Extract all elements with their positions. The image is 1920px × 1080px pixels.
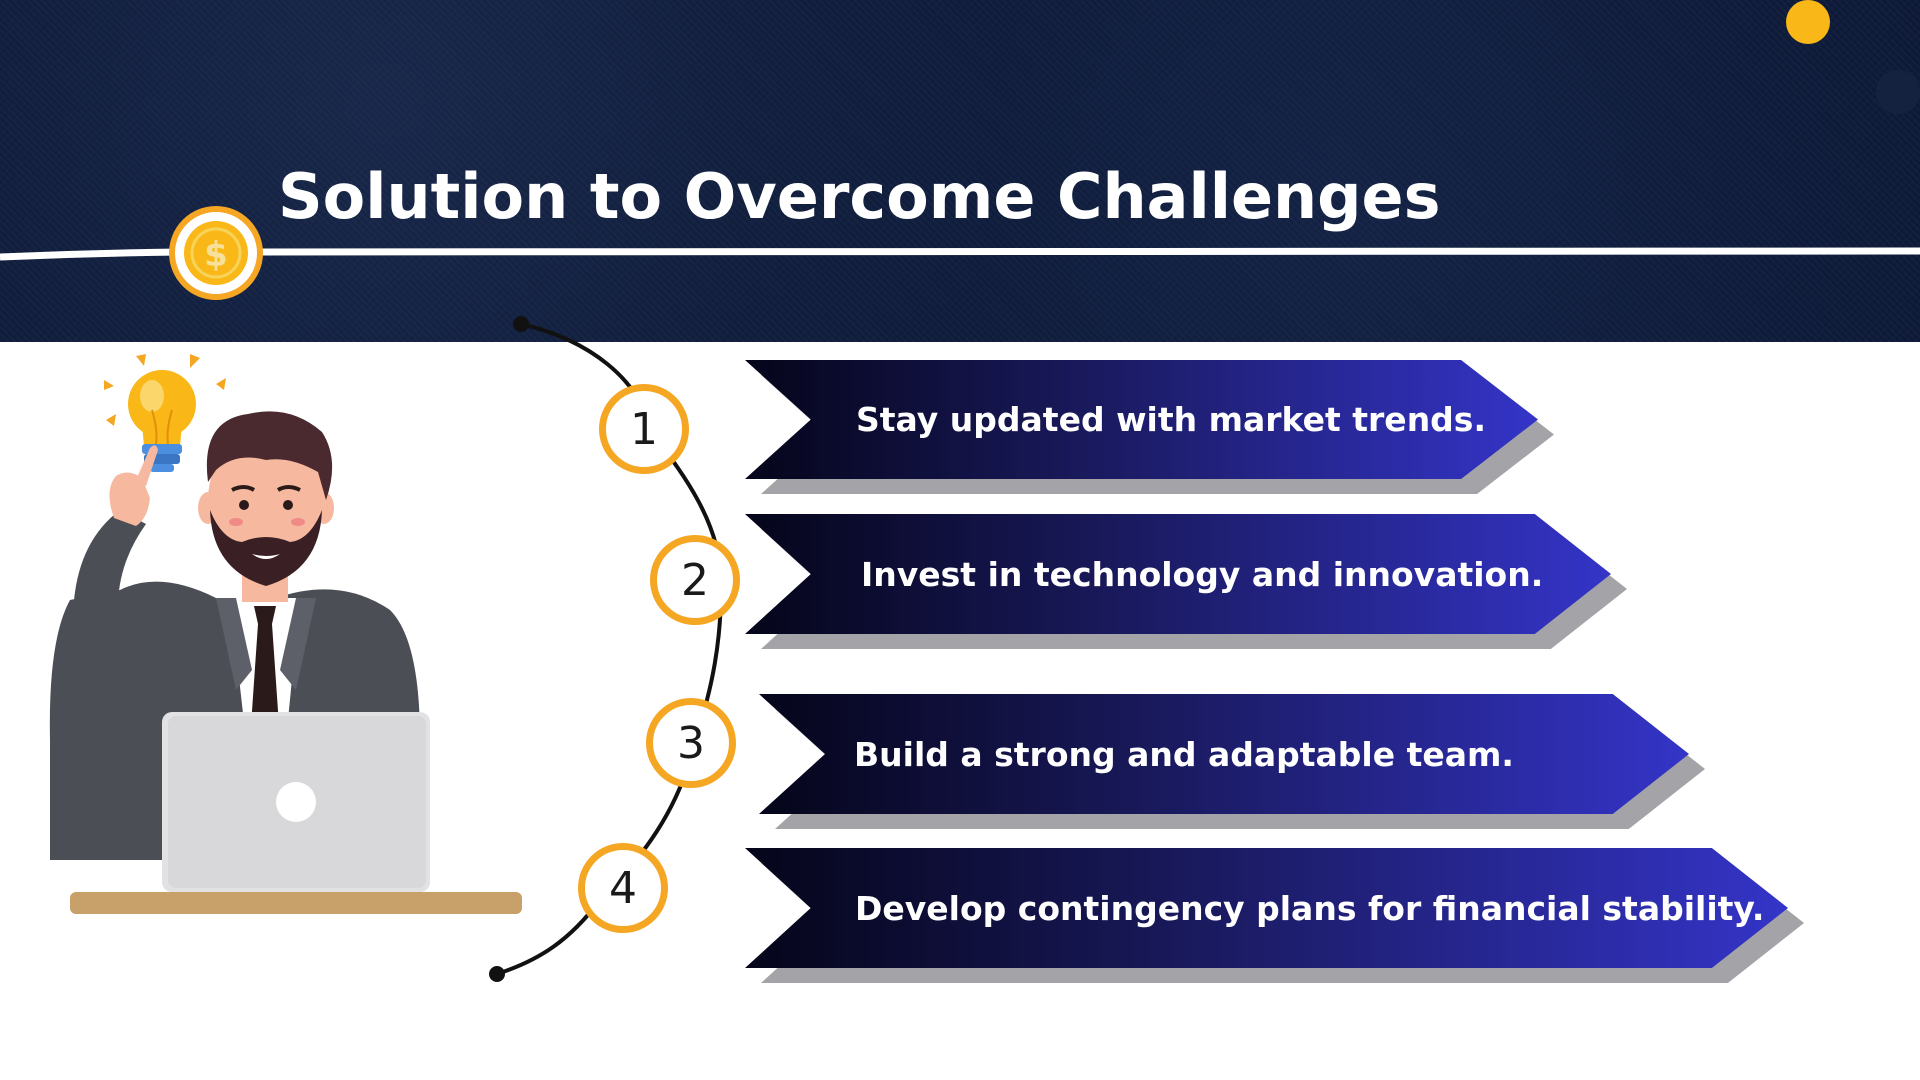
step-arrow-1: Stay updated with market trends. — [745, 360, 1554, 494]
slide-title: Solution to Overcome Challenges — [278, 160, 1441, 233]
businessman-with-idea-illustration — [49, 354, 522, 914]
dollar-coin-icon: $ — [169, 206, 263, 300]
step-arrow-3: Build a strong and adaptable team. — [759, 694, 1705, 829]
header-band — [0, 0, 1920, 342]
step-text-2: Invest in technology and innovation. — [861, 554, 1544, 594]
arrow-body — [745, 514, 1611, 634]
decorative-yellow-dot — [1786, 0, 1830, 44]
decorative-dark-dot — [1876, 70, 1920, 114]
arrow-body — [745, 360, 1538, 479]
step-number-2: 2 — [650, 535, 740, 625]
step-arrow-2: Invest in technology and innovation. — [745, 514, 1627, 649]
step-number-4: 4 — [578, 843, 668, 933]
step-text-3: Build a strong and adaptable team. — [854, 734, 1514, 774]
step-number-3: 3 — [646, 698, 736, 788]
step-text-1: Stay updated with market trends. — [856, 400, 1486, 439]
svg-text:$: $ — [204, 235, 228, 275]
arrow-body — [759, 694, 1689, 814]
arrow-body — [745, 848, 1788, 968]
step-arrow-4: Develop contingency plans for financial … — [745, 848, 1804, 983]
step-number-1: 1 — [599, 384, 689, 474]
step-text-4: Develop contingency plans for financial … — [855, 888, 1765, 928]
